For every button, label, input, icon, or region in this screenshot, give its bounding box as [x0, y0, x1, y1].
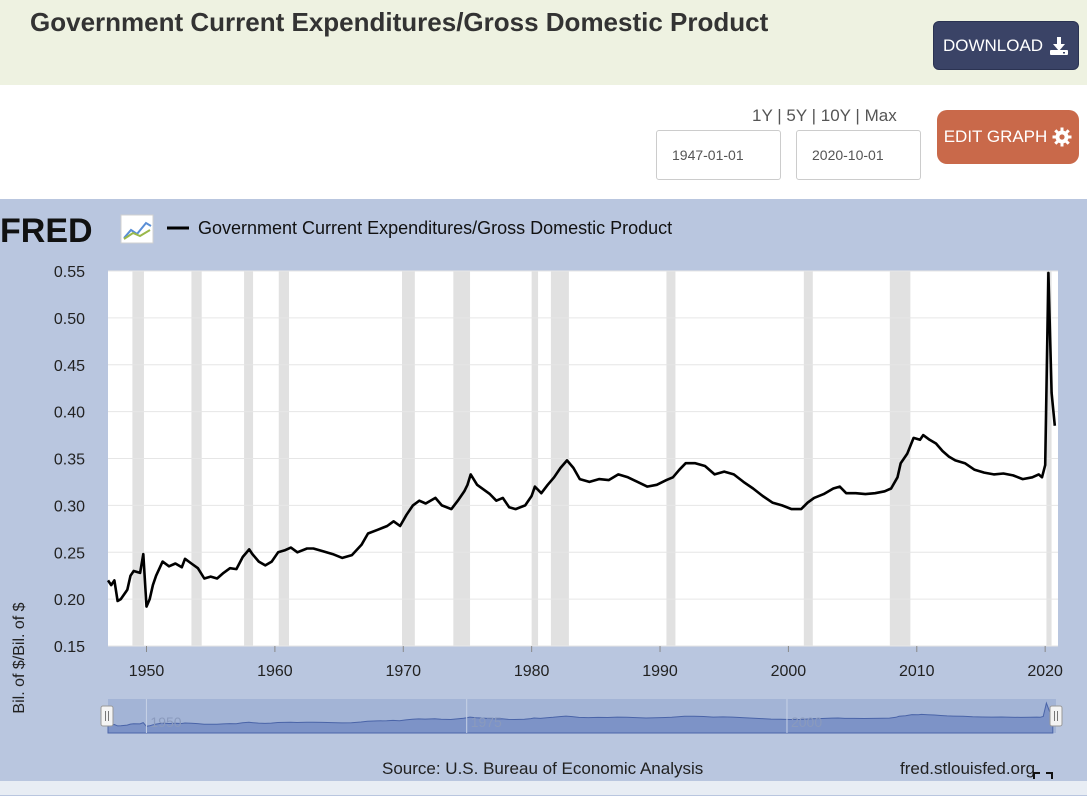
y-tick-label: 0.25 — [54, 545, 85, 562]
y-tick-label: 0.15 — [54, 639, 85, 656]
range-separator: | — [806, 106, 821, 125]
fred-logo: FRED — [0, 212, 93, 250]
y-tick-label: 0.40 — [54, 405, 85, 422]
graph-panel: FRED Government Current Expenditures/Gro… — [0, 199, 1087, 796]
series-line — [106, 271, 1057, 608]
header: Government Current Expenditures/Gross Do… — [0, 0, 1087, 85]
download-button[interactable]: DOWNLOAD — [933, 21, 1079, 70]
range-10y-link[interactable]: 10Y — [820, 106, 851, 125]
range-separator: | — [772, 106, 787, 125]
x-tick-label: 1980 — [514, 663, 550, 680]
series-layer — [106, 271, 1057, 608]
legend-label: Government Current Expenditures/Gross Do… — [198, 218, 672, 238]
x-tick-label: 2020 — [1027, 663, 1063, 680]
y-tick-label: 0.30 — [54, 498, 85, 515]
date-controls: 1Y | 5Y | 10Y | Max EDIT GRAPH — [0, 85, 1087, 199]
x-tick-label: 1950 — [129, 663, 165, 680]
range-max-link[interactable]: Max — [864, 106, 897, 125]
y-tick-label: 0.50 — [54, 311, 85, 328]
x-tick-label: 2000 — [771, 663, 807, 680]
x-tick-label: 1960 — [257, 663, 293, 680]
navigator-left-handle[interactable] — [100, 705, 114, 727]
gear-icon — [1052, 127, 1072, 147]
y-tick-label: 0.20 — [54, 592, 85, 609]
y-tick-label: 0.35 — [54, 452, 85, 469]
y-axis: 0.55 0.50 0.45 0.40 0.35 0.30 0.25 0.20 0.15 — [54, 264, 85, 656]
bottom-strip — [0, 781, 1087, 795]
x-tick-label: 2010 — [899, 663, 935, 680]
site-link[interactable]: fred.stlouisfed.org — [900, 759, 1035, 778]
x-tick-label: 1990 — [642, 663, 678, 680]
end-date-input[interactable] — [796, 130, 921, 180]
navigator-tick-label: 1950 — [150, 714, 181, 730]
range-5y-link[interactable]: 5Y — [786, 106, 807, 125]
chart-svg: FRED Government Current Expenditures/Gro… — [0, 212, 1063, 779]
download-label: DOWNLOAD — [942, 35, 1044, 55]
y-tick-label: 0.45 — [54, 358, 85, 375]
download-icon — [1050, 36, 1069, 55]
fullscreen-icon[interactable] — [1033, 772, 1053, 779]
navigator-tick-label: 2000 — [791, 714, 822, 730]
x-tick-label: 1970 — [385, 663, 421, 680]
range-1y-link[interactable]: 1Y — [752, 106, 773, 125]
x-axis: 1950 1960 1970 1980 1990 2000 2010 2020 — [129, 646, 1063, 680]
range-separator: | — [850, 106, 865, 125]
navigator-series — [107, 701, 1054, 734]
y-axis-label: Bil. of $/Bil. of $ — [11, 602, 28, 713]
navigator-ticks: 1950 1975 2000 — [145, 699, 822, 733]
navigator-area — [107, 701, 1054, 734]
range-links: 1Y | 5Y | 10Y | Max — [752, 106, 897, 126]
page-title: Government Current Expenditures/Gross Do… — [30, 7, 769, 37]
source-text: Source: U.S. Bureau of Economic Analysis — [382, 759, 703, 778]
edit-graph-button[interactable]: EDIT GRAPH — [937, 110, 1079, 164]
range-navigator[interactable]: 1950 1975 2000 — [100, 699, 1063, 734]
grid-layer — [108, 270, 1058, 647]
navigator-right-handle[interactable] — [1049, 705, 1063, 727]
fred-chart-icon — [120, 214, 154, 244]
y-tick-label: 0.55 — [54, 264, 85, 281]
edit-graph-label: EDIT GRAPH — [943, 127, 1048, 146]
start-date-input[interactable] — [656, 130, 781, 180]
navigator-tick-label: 1975 — [471, 714, 502, 730]
